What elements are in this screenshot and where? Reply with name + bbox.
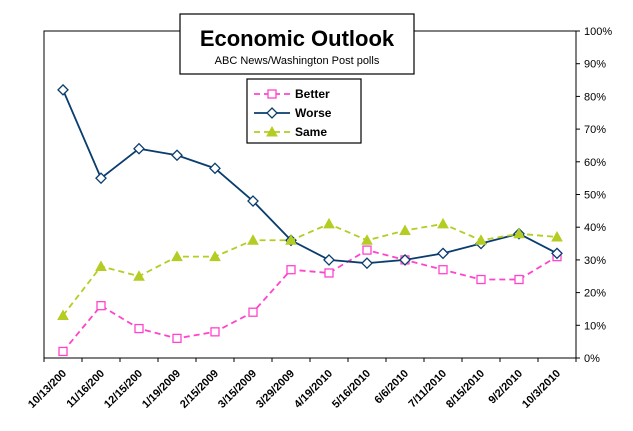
x-tick-label: 12/15/200 <box>102 368 145 411</box>
y-tick-label: 80% <box>584 91 606 103</box>
data-point-worse <box>551 247 563 260</box>
x-tick-label: 5/16/2010 <box>330 368 373 411</box>
data-point-same <box>513 227 525 239</box>
data-point-worse <box>209 162 221 175</box>
y-tick-label: 70% <box>584 124 606 136</box>
data-point-same <box>209 250 221 262</box>
legend-label-better: Better <box>295 87 330 101</box>
data-point-better <box>438 265 448 275</box>
x-tick-label: 3/15/2009 <box>216 368 259 411</box>
series-group <box>57 83 563 357</box>
series-line-better <box>62 249 558 353</box>
legend: Better Worse Same <box>246 78 362 144</box>
data-point-same <box>285 234 297 245</box>
y-tick-label: 60% <box>584 157 606 169</box>
data-point-worse <box>323 253 335 266</box>
x-tick-label: 6/6/2010 <box>372 368 411 407</box>
data-point-same <box>95 260 107 271</box>
data-point-better <box>362 245 372 255</box>
data-point-better <box>210 327 220 337</box>
y-tick-label: 90% <box>584 59 606 71</box>
data-point-worse <box>133 142 145 155</box>
data-point-same <box>133 270 145 281</box>
x-tick-label: 2/15/2009 <box>178 368 221 411</box>
y-tick-label: 10% <box>584 320 606 332</box>
data-point-same <box>361 234 373 245</box>
data-point-same <box>551 230 563 242</box>
title-box: Economic Outlook ABC News/Washington Pos… <box>179 13 415 75</box>
data-point-better <box>248 307 258 317</box>
data-point-better <box>134 323 144 334</box>
chart-subtitle: ABC News/Washington Post polls <box>215 55 380 67</box>
data-point-worse <box>95 172 107 185</box>
data-point-same <box>171 250 183 262</box>
legend-label-same: Same <box>295 125 327 139</box>
data-point-same <box>437 217 449 229</box>
data-point-same <box>57 309 69 320</box>
x-tick-label: 7/11/2010 <box>406 368 449 411</box>
data-point-worse <box>57 83 69 96</box>
y-tick-label: 20% <box>584 288 606 300</box>
y-tick-label: 0% <box>584 353 600 365</box>
data-point-better <box>172 333 182 344</box>
y-tick-label: 50% <box>584 190 606 202</box>
x-tick-label: 10/13/200 <box>26 368 69 411</box>
data-point-same <box>323 217 335 229</box>
data-point-better <box>476 274 486 285</box>
legend-marker-same <box>266 125 278 137</box>
y-axis-ticks: 0% 10% 20% 30% 40% 50% 60% 70% 80% 90% 100% <box>576 26 612 365</box>
x-tick-label: 4/19/2010 <box>292 368 335 411</box>
series-line-worse <box>62 89 558 265</box>
y-tick-label: 100% <box>584 26 612 38</box>
data-point-worse <box>437 247 449 260</box>
data-point-same <box>475 234 487 245</box>
x-tick-label: 11/16/200 <box>64 368 107 411</box>
data-point-better <box>514 274 524 285</box>
data-point-worse <box>361 257 373 270</box>
data-point-worse <box>399 253 411 266</box>
data-point-better <box>286 265 296 275</box>
data-point-same <box>247 234 259 245</box>
data-point-better <box>96 301 106 311</box>
y-tick-label: 30% <box>584 255 606 267</box>
data-point-better <box>58 346 68 357</box>
data-point-worse <box>247 195 259 207</box>
series-same <box>57 217 563 320</box>
data-point-worse <box>171 149 183 162</box>
data-point-same <box>399 224 411 235</box>
legend-marker-worse <box>266 107 278 119</box>
x-tick-label: 9/2/2010 <box>486 368 525 407</box>
data-point-better <box>324 268 334 278</box>
legend-marker-better <box>267 89 277 99</box>
x-tick-label: 8/15/2010 <box>444 368 487 411</box>
chart-title: Economic Outlook <box>200 26 395 51</box>
x-tick-label: 3/29/2009 <box>254 368 297 411</box>
legend-label-worse: Worse <box>295 106 332 120</box>
y-tick-label: 40% <box>584 222 606 234</box>
x-tick-label: 1/19/2009 <box>140 368 183 411</box>
x-axis-ticks: 10/13/20011/16/20012/15/2001/19/20092/15… <box>26 358 577 411</box>
x-tick-label: 10/3/2010 <box>520 368 563 411</box>
series-line-same <box>62 222 558 317</box>
